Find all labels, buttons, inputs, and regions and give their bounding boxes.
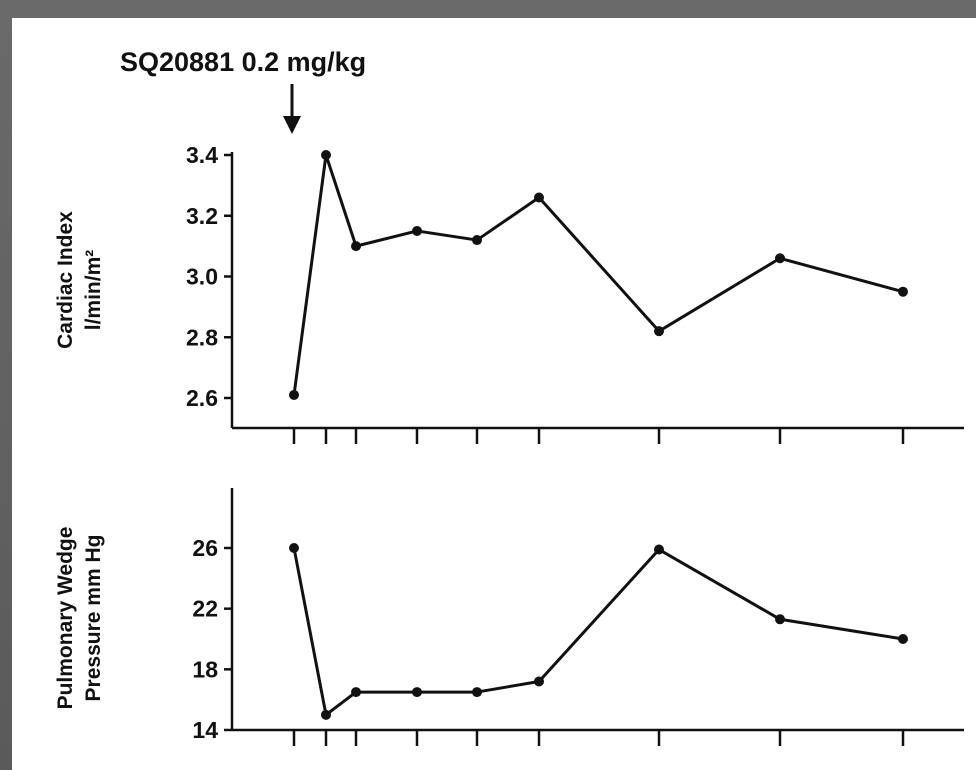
wedge-pressure-series	[289, 543, 908, 720]
wedge-pressure-data-point	[472, 687, 482, 698]
cardiac-index-data-point	[351, 241, 361, 252]
cardiac-index-y-tick-label: 3.0	[186, 264, 218, 290]
wedge-pressure-data-point	[289, 543, 299, 553]
cardiac-index-data-point	[472, 235, 482, 246]
cardiac-index-data-point	[289, 389, 299, 400]
wedge-pressure-data-point	[654, 544, 664, 555]
wedge-pressure-data-point	[412, 687, 422, 698]
cardiac-index-axes	[230, 152, 964, 430]
wedge-pressure-x-ticks	[292, 730, 905, 746]
cardiac-index-y-tick-label: 3.4	[186, 142, 218, 168]
wedge-pressure-axes	[230, 488, 964, 732]
wedge-pressure-data-point	[351, 687, 361, 698]
cardiac-index-y-tick-label: 2.8	[186, 324, 218, 350]
cardiac-index-series	[289, 150, 908, 400]
cardiac-index-data-point	[412, 225, 422, 236]
cardiac-index-ylabel: Cardiac Index	[54, 211, 77, 349]
wedge-pressure-y-tick-label: 18	[192, 656, 218, 682]
cardiac-index-unit-label: l/min/m²	[82, 250, 105, 331]
cardiac-index-data-point	[534, 192, 544, 203]
cardiac-index-data-point	[775, 253, 785, 264]
cardiac-index-data-point	[654, 326, 664, 337]
cardiac-index-data-point	[321, 150, 331, 160]
wedge-pressure-unit-label: Pressure mm Hg	[82, 535, 105, 702]
cardiac-index-y-tick-label: 3.2	[186, 203, 218, 229]
wedge-pressure-y-ticks: 26 22 18 14	[192, 535, 232, 743]
cardiac-index-series-line	[292, 153, 904, 396]
wedge-pressure-data-point	[534, 676, 544, 687]
annotation-label: SQ20881 0.2 mg/kg	[120, 47, 366, 77]
cardiac-index-panel: Cardiac Index l/min/m² 3.4 3.2 3.0 2.8 2.6	[54, 142, 964, 444]
wedge-pressure-data-point	[898, 634, 908, 644]
wedge-pressure-y-tick-label: 22	[192, 596, 218, 622]
cardiac-index-y-tick-label: 2.6	[186, 385, 218, 411]
wedge-pressure-y-tick-label: 14	[192, 717, 218, 743]
cardiac-index-x-ticks	[292, 428, 905, 444]
annotation-arrow	[283, 84, 301, 134]
wedge-pressure-data-point	[775, 614, 785, 625]
wedge-pressure-panel: Pulmonary Wedge Pressure mm Hg 26 22 18 14	[54, 488, 964, 746]
cardiac-index-y-ticks: 3.4 3.2 3.0 2.8 2.6	[186, 142, 232, 411]
wedge-pressure-data-point	[321, 709, 331, 720]
wedge-pressure-ylabel: Pulmonary Wedge	[54, 527, 77, 710]
figure-paper	[12, 18, 976, 770]
wedge-pressure-y-tick-label: 26	[192, 535, 218, 561]
cardiac-index-data-point	[898, 286, 908, 297]
wedge-pressure-series-line	[292, 547, 904, 717]
